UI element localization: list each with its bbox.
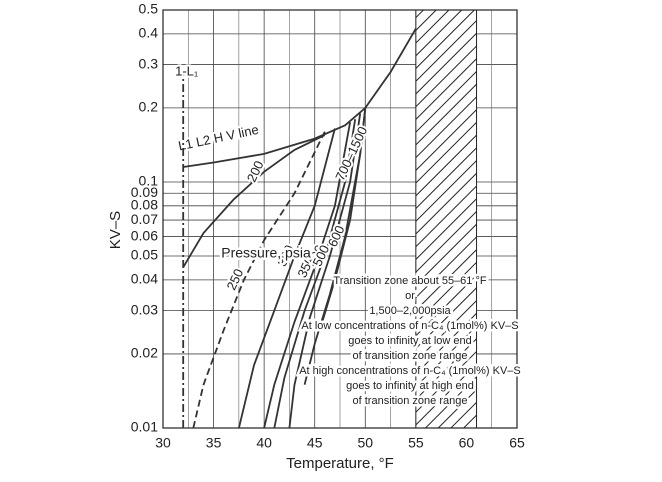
annotation-line: of transition zone range: [353, 350, 468, 362]
annotation-line: 1,500–2,000psia: [369, 305, 451, 317]
x-tick-label: 35: [206, 435, 222, 451]
curve: [273, 119, 357, 429]
annotation-line: Transition zone about 55–61 °F: [333, 275, 486, 287]
x-tick-label: 65: [509, 435, 525, 451]
curve: [263, 122, 351, 429]
curve: [238, 128, 336, 429]
curve-label: 1-L₁: [175, 63, 199, 78]
y-tick-label: 0.03: [131, 301, 158, 317]
annotation-line: goes to infinity at high end: [346, 380, 474, 392]
y-tick-label: 0.09: [131, 184, 158, 200]
annotation-line: goes to infinity at low end: [348, 335, 472, 347]
curve: [183, 28, 417, 168]
annotation-line: At low concentrations of n-C₄ (1mol%) KV…: [301, 320, 518, 332]
x-tick-label: 50: [357, 435, 373, 451]
y-tick-label: 0.1: [139, 173, 159, 189]
y-tick-label: 0.02: [131, 345, 158, 361]
y-tick-label: 0.06: [131, 227, 158, 243]
plot-frame: [162, 9, 518, 429]
y-axis-label: KV–S: [107, 211, 124, 249]
y-tick-label: 0.01: [131, 419, 158, 435]
annotation-line: or: [405, 290, 415, 302]
y-tick-label: 0.4: [139, 25, 159, 41]
x-tick-label: 40: [256, 435, 272, 451]
x-tick-label: 60: [459, 435, 475, 451]
curve-label: 200: [244, 158, 267, 184]
curve: [192, 131, 326, 429]
curve-label: L1 L2 H V line: [177, 122, 260, 154]
pressure-label: Pressure, psia: [221, 245, 311, 261]
curve: [182, 134, 326, 268]
annotation-line: of transition zone range: [353, 395, 468, 407]
y-tick-label: 0.05: [131, 247, 158, 263]
x-tick-label: 55: [408, 435, 424, 451]
y-tick-label: 0.3: [139, 55, 159, 71]
y-tick-label: 0.5: [139, 1, 159, 17]
x-tick-label: 30: [155, 435, 171, 451]
y-tick-label: 0.2: [139, 99, 159, 115]
x-tick-label: 45: [307, 435, 323, 451]
x-axis-label: Temperature, °F: [286, 455, 394, 472]
curve: [288, 113, 362, 429]
curve-label: 250: [224, 266, 247, 292]
y-tick-label: 0.04: [131, 271, 158, 287]
y-tick-label: 0.07: [131, 211, 158, 227]
y-tick-label: 0.08: [131, 197, 158, 213]
curve: [318, 107, 367, 331]
annotation-line: At high concentrations of n-C₄ (1mol%) K…: [299, 365, 521, 377]
